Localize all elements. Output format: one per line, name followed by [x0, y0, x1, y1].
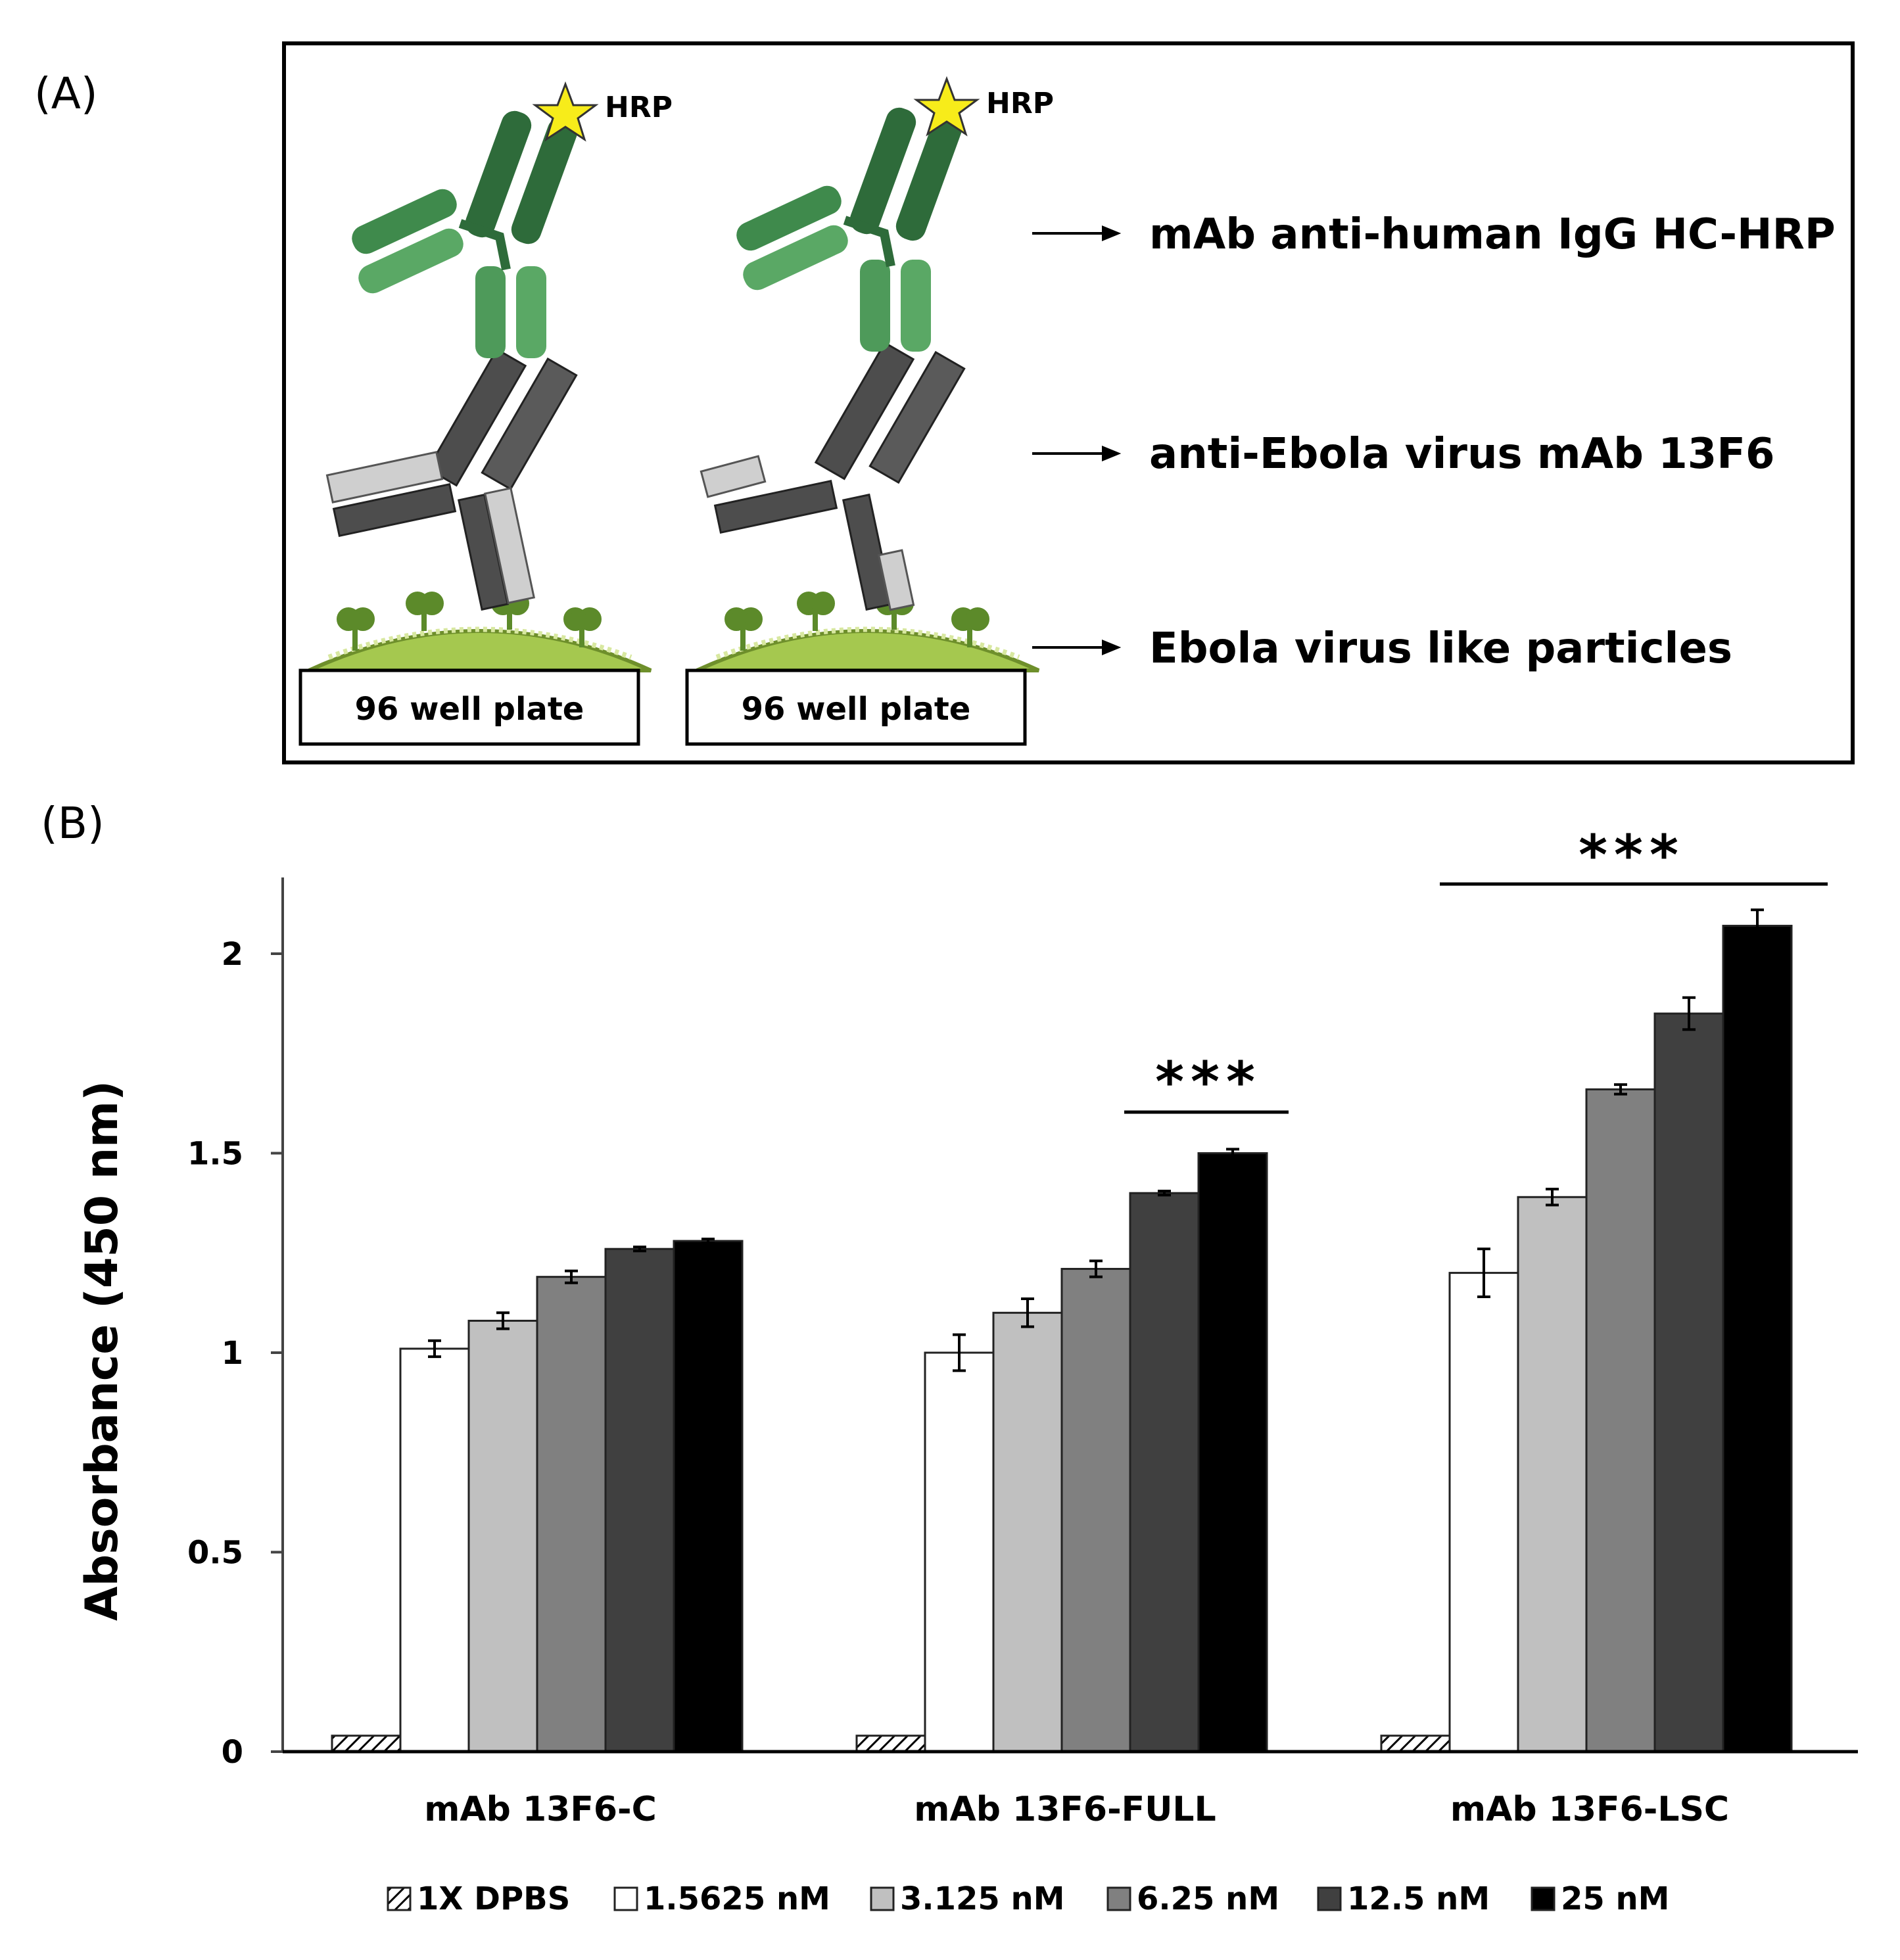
callout-primary-ab: anti-Ebola virus mAb 13F6 — [1149, 430, 1775, 478]
legend-swatch — [387, 1886, 412, 1911]
legend-label: 1X DPBS — [417, 1880, 570, 1917]
vlp-dome-icon — [696, 629, 1040, 672]
plate-right — [685, 668, 1027, 746]
bar — [924, 1351, 995, 1753]
legend-swatch — [1106, 1886, 1131, 1911]
glycoprotein-spikes-icon — [337, 592, 602, 651]
bar — [1653, 1012, 1724, 1753]
bar — [673, 1240, 744, 1753]
panel-b: (B) Absorbance (450 nm) 0 0.5 1 1.5 2 mAb 13… — [41, 798, 1858, 1917]
significance-full: *** — [1124, 1050, 1289, 1114]
bar — [536, 1276, 607, 1753]
bar-groups — [331, 908, 1793, 1753]
y-tick-label: 1 — [222, 1335, 243, 1372]
callout-arrows — [1032, 225, 1122, 655]
bar — [1197, 1152, 1268, 1753]
legend-label: 3.125 nM — [900, 1880, 1064, 1917]
callout-vlp: Ebola virus like particles — [1149, 624, 1732, 673]
legend-swatch — [1531, 1886, 1556, 1911]
mab-13f6-icon — [325, 348, 578, 611]
bar — [1060, 1268, 1131, 1753]
anti-human-igg-icon — [352, 110, 578, 358]
panel-a-frame — [282, 41, 1855, 764]
significance-stars: *** — [1155, 1050, 1262, 1114]
significance-stars: *** — [1579, 823, 1685, 887]
bar-group — [331, 1238, 744, 1753]
hrp-star-icon — [913, 76, 980, 137]
legend-label: 25 nM — [1561, 1880, 1669, 1917]
x-category-label: mAb 13F6-C — [424, 1790, 657, 1829]
bar — [992, 1311, 1063, 1753]
bar — [1129, 1192, 1200, 1753]
anti-human-igg-icon — [736, 107, 962, 352]
bar — [467, 1319, 538, 1753]
panel-b-label: (B) — [41, 798, 105, 849]
schematic-left: HRP 96 well plate — [298, 81, 673, 746]
callout-secondary-ab: mAb anti-human IgG HC-HRP — [1149, 210, 1836, 259]
panel-a-label: (A) — [34, 68, 98, 119]
vlp-dome-icon — [308, 629, 652, 672]
bar — [399, 1347, 470, 1753]
schematic-right: HRP 96 well plate — [685, 76, 1054, 746]
hrp-star-icon — [532, 81, 599, 142]
bar — [1380, 1735, 1451, 1753]
bar — [604, 1248, 675, 1753]
legend: 1X DPBS 1.5625 nM 3.125 nM 6.25 nM 12.5 nM 25… — [387, 1880, 1669, 1917]
legend-label: 12.5 nM — [1347, 1880, 1490, 1917]
legend-label: 1.5625 nM — [644, 1880, 830, 1917]
y-axis-label: Absorbance (450 nm) — [76, 1081, 128, 1621]
panel-a: (A) — [34, 41, 1855, 764]
bar-group — [1380, 908, 1793, 1753]
mab-13f6-icon — [700, 341, 966, 611]
significance-lsc: *** — [1440, 823, 1828, 887]
legend-swatch — [1317, 1886, 1342, 1911]
y-tick-label: 2 — [222, 936, 243, 973]
y-tick-label: 1.5 — [187, 1136, 243, 1173]
y-tick-label: 0 — [222, 1734, 243, 1771]
y-axis-ticks: 0 0.5 1 1.5 2 — [187, 936, 283, 1771]
plate-left — [298, 668, 640, 746]
bar — [1722, 925, 1793, 1753]
x-category-label: mAb 13F6-FULL — [914, 1790, 1216, 1829]
legend-swatch — [870, 1886, 895, 1911]
hrp-label-left: HRP — [605, 91, 673, 124]
plate-label-right: 96 well plate — [742, 691, 971, 728]
bar — [1517, 1196, 1588, 1753]
bar — [331, 1735, 402, 1753]
bar — [1585, 1088, 1656, 1753]
legend-label: 6.25 nM — [1137, 1880, 1279, 1917]
bar — [1448, 1272, 1519, 1753]
bar-group — [855, 1148, 1268, 1753]
plate-label-left: 96 well plate — [355, 691, 584, 728]
hrp-label-right: HRP — [986, 87, 1054, 120]
y-tick-label: 0.5 — [187, 1535, 243, 1572]
bar — [855, 1735, 926, 1753]
legend-swatch — [613, 1886, 638, 1911]
x-category-label: mAb 13F6-LSC — [1450, 1790, 1729, 1829]
category-labels: mAb 13F6-C mAb 13F6-FULL mAb 13F6-LSC — [424, 1790, 1729, 1829]
